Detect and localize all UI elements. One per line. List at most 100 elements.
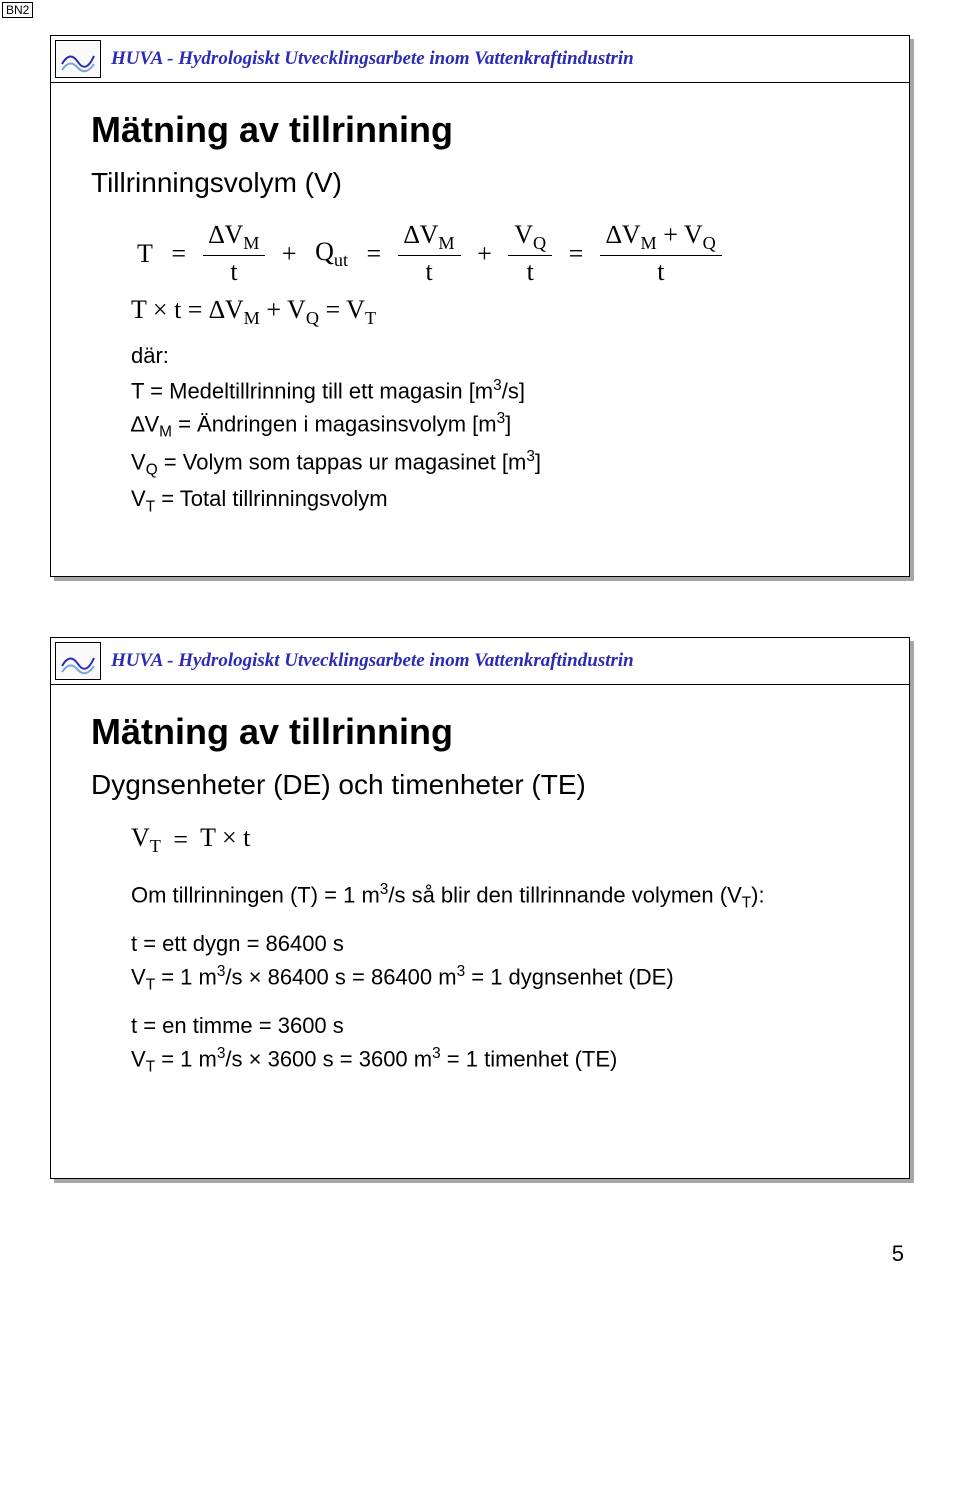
sym-eq: = — [367, 239, 382, 269]
t: /s × 86400 s = 86400 m — [225, 964, 456, 989]
slide-body: Mätning av tillrinning Tillrinningsvolym… — [51, 83, 909, 552]
content-block: VT = T × t Om tillrinningen (T) = 1 m3/s… — [131, 823, 869, 1076]
calc-line-4: VT = 1 m3/s × 3600 s = 3600 m3 = 1 timen… — [131, 1045, 869, 1077]
sym-eq: = — [171, 239, 186, 269]
calc-line-3: t = en timme = 3600 s — [131, 1013, 869, 1039]
calc-line-1: t = ett dygn = 86400 s — [131, 931, 869, 957]
def-3: VQ = Volym som tappas ur magasinet [m3] — [131, 448, 869, 480]
header-title: HUVA - Hydrologiskt Utvecklingsarbete in… — [111, 48, 634, 70]
t: V — [131, 964, 146, 989]
sub-ut: ut — [334, 250, 348, 270]
frac-4: ∆VM + VQ t — [600, 221, 722, 287]
formula-line-1: T = ∆VM t + Qut = ∆VM t + VQ — [131, 221, 869, 287]
slide-body: Mätning av tillrinning Dygnsenheter (DE)… — [51, 685, 909, 1112]
den: t — [508, 256, 552, 287]
num: ∆V — [606, 220, 641, 249]
t: ): — [751, 883, 764, 908]
t: ] — [535, 449, 541, 474]
t: T = Medeltillrinning till ett magasin [m — [131, 378, 493, 403]
t: = Total tillrinningsvolym — [155, 486, 388, 511]
slide-title: Mätning av tillrinning — [91, 109, 869, 151]
slide-title: Mätning av tillrinning — [91, 711, 869, 753]
den: t — [398, 256, 461, 287]
t: = 1 dygnsenhet (DE) — [465, 964, 674, 989]
sub: M — [243, 233, 259, 253]
sub: Q — [306, 308, 319, 328]
sup: 3 — [432, 1045, 441, 1062]
def-1: T = Medeltillrinning till ett magasin [m… — [131, 377, 869, 404]
intro-line: Om tillrinningen (T) = 1 m3/s så blir de… — [131, 881, 869, 913]
plus: + — [663, 220, 678, 249]
t: = Volym som tappas ur magasinet [m — [158, 449, 527, 474]
sub: T — [742, 895, 751, 912]
slide-subtitle: Tillrinningsvolym (V) — [91, 167, 869, 199]
v: V — [684, 220, 703, 249]
num: V — [514, 220, 533, 249]
sub: M — [159, 424, 172, 441]
sup: 3 — [497, 410, 506, 427]
slide-header: HUVA - Hydrologiskt Utvecklingsarbete in… — [51, 36, 909, 83]
sub: T — [146, 498, 155, 515]
t: V — [131, 1046, 146, 1071]
sub: Q — [703, 233, 716, 253]
sym-T: T — [137, 239, 153, 269]
num: ∆V — [404, 220, 439, 249]
den: t — [600, 256, 722, 287]
t: = Ändringen i magasinsvolym [m — [172, 412, 497, 437]
t: /s] — [502, 378, 525, 403]
t: V — [131, 486, 146, 511]
t: Om tillrinningen (T) = 1 m — [131, 883, 380, 908]
t: /s × 3600 s = 3600 m — [225, 1046, 432, 1071]
formula-block: T = ∆VM t + Qut = ∆VM t + VQ — [131, 221, 869, 516]
slide-2: HUVA - Hydrologiskt Utvecklingsarbete in… — [50, 637, 910, 1179]
annotation-bn2: BN2 — [2, 2, 33, 18]
den: t — [203, 256, 266, 287]
sym-plus: + — [477, 239, 492, 269]
logo-icon — [55, 40, 101, 78]
logo-icon — [55, 642, 101, 680]
t: = 1 timenhet (TE) — [441, 1046, 618, 1071]
sym-plus: + — [282, 239, 297, 269]
sym-Q: Q — [315, 237, 334, 266]
sub: M — [641, 233, 657, 253]
slide-subtitle: Dygnsenheter (DE) och timenheter (TE) — [91, 769, 869, 801]
formula-line-2: T × t = ∆VM + VQ = VT — [131, 295, 869, 329]
num: ∆V — [209, 220, 244, 249]
t: /s så blir den tillrinnande volymen (V — [388, 883, 741, 908]
sub: Q — [533, 233, 546, 253]
calc-line-2: VT = 1 m3/s × 86400 s = 86400 m3 = 1 dyg… — [131, 963, 869, 995]
page: BN2 HUVA - Hydrologiskt Utvecklingsarbet… — [0, 0, 960, 1279]
t: V — [131, 449, 146, 474]
slide-header: HUVA - Hydrologiskt Utvecklingsarbete in… — [51, 638, 909, 685]
frac-1: ∆VM t — [203, 221, 266, 287]
seg: = V — [319, 295, 365, 324]
eq: = — [173, 825, 188, 855]
t: = 1 m — [155, 1046, 217, 1071]
t: = 1 m — [155, 964, 217, 989]
sym-eq: = — [569, 239, 584, 269]
t: ] — [505, 412, 511, 437]
formula-vt: VT = T × t — [131, 823, 869, 857]
seg: T × t = ∆V — [131, 295, 244, 324]
t: ∆V — [131, 412, 159, 437]
sup: 3 — [526, 448, 535, 465]
sub: M — [438, 233, 454, 253]
header-title: HUVA - Hydrologiskt Utvecklingsarbete in… — [111, 650, 634, 672]
v: V — [131, 823, 150, 852]
frac-2: ∆VM t — [398, 221, 461, 287]
def-4: VT = Total tillrinningsvolym — [131, 486, 869, 516]
sub: T — [146, 977, 155, 994]
where-label: där: — [131, 343, 869, 369]
sub: Q — [146, 462, 158, 479]
page-number: 5 — [892, 1241, 904, 1267]
sub: T — [146, 1058, 155, 1075]
seg: + V — [260, 295, 306, 324]
tt: T × t — [200, 823, 250, 852]
sub: M — [244, 308, 260, 328]
sup: 3 — [457, 963, 466, 980]
slide-1: HUVA - Hydrologiskt Utvecklingsarbete in… — [50, 35, 910, 577]
sub: T — [150, 836, 161, 856]
sub: T — [365, 308, 376, 328]
def-2: ∆VM = Ändringen i magasinsvolym [m3] — [131, 410, 869, 442]
sup: 3 — [493, 377, 502, 394]
